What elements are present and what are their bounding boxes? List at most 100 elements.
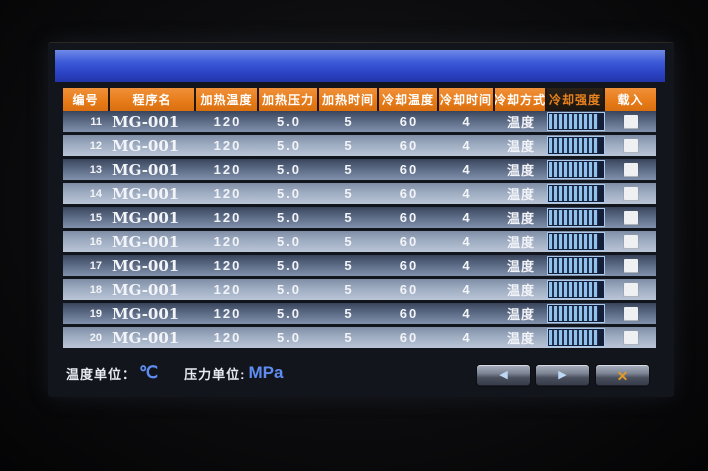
- header-cool-temp: 冷却温度: [379, 88, 439, 111]
- cooling-intensity-bar[interactable]: [547, 328, 605, 347]
- program-name: MG-001: [112, 328, 180, 347]
- page-next-button[interactable]: ▶: [535, 364, 590, 387]
- cool-time-value: 4: [462, 162, 472, 177]
- cool-time-value: 4: [462, 306, 472, 321]
- header-heat-pressure: 加热压力: [259, 88, 319, 111]
- load-checkbox[interactable]: [623, 114, 638, 129]
- load-checkbox[interactable]: [623, 186, 638, 201]
- heat-pressure-value: 5.0: [276, 210, 302, 225]
- cool-time-value: 4: [462, 234, 472, 249]
- row-number: 11: [90, 115, 102, 128]
- load-checkbox[interactable]: [623, 234, 638, 249]
- cool-mode-value: 温度: [506, 187, 535, 202]
- heat-temp-value: 120: [213, 138, 242, 153]
- cooling-intensity-fill: [549, 330, 598, 345]
- cool-temp-value: 60: [399, 234, 419, 249]
- header-cool-time: 冷却时间: [439, 88, 495, 111]
- cooling-intensity-fill: [549, 306, 598, 321]
- heat-time-value: 5: [344, 210, 354, 225]
- cooling-intensity-bar[interactable]: [547, 256, 605, 275]
- arrow-right-icon: ▶: [558, 369, 567, 381]
- load-checkbox[interactable]: [623, 138, 638, 153]
- heat-temp-value: 120: [213, 234, 242, 249]
- cool-time-value: 4: [462, 330, 472, 345]
- cooling-intensity-fill: [549, 234, 598, 249]
- table-row[interactable]: 17 MG-001 120 5.0 5 60 4 温度: [63, 255, 656, 276]
- row-number: 18: [89, 283, 102, 296]
- row-number: 17: [89, 259, 102, 272]
- cooling-intensity-fill: [549, 138, 598, 153]
- table-row[interactable]: 16 MG-001 120 5.0 5 60 4 温度: [63, 231, 656, 252]
- header-cool-mode: 冷却方式: [495, 88, 547, 111]
- row-number: 14: [89, 187, 102, 200]
- table-row[interactable]: 12 MG-001 120 5.0 5 60 4 温度: [63, 135, 656, 156]
- row-number: 12: [89, 139, 102, 152]
- table-row[interactable]: 11 MG-001 120 5.0 5 60 4 温度: [63, 111, 656, 132]
- table-row[interactable]: 14 MG-001 120 5.0 5 60 4 温度: [63, 183, 656, 204]
- row-number: 13: [89, 163, 102, 176]
- header-number: 编号: [63, 88, 110, 111]
- page-prev-button[interactable]: ◀: [476, 364, 531, 387]
- cool-time-value: 4: [462, 114, 472, 129]
- cooling-intensity-bar[interactable]: [547, 184, 605, 203]
- heat-time-value: 5: [344, 114, 354, 129]
- heat-pressure-value: 5.0: [276, 138, 302, 153]
- cooling-intensity-bar[interactable]: [547, 208, 605, 227]
- cool-mode-value: 温度: [506, 283, 535, 298]
- header-load: 载入: [605, 88, 656, 111]
- cool-mode-value: 温度: [506, 115, 535, 130]
- cool-temp-value: 60: [399, 282, 419, 297]
- heat-time-value: 5: [344, 162, 354, 177]
- header-heat-temp: 加热温度: [196, 88, 259, 111]
- pressure-unit-label: 压力单位:: [184, 366, 246, 382]
- temp-unit-value: ℃: [139, 363, 159, 382]
- heat-temp-value: 120: [213, 306, 242, 321]
- cool-temp-value: 60: [399, 210, 419, 225]
- program-name: MG-001: [112, 112, 180, 131]
- load-checkbox[interactable]: [623, 258, 638, 273]
- cooling-intensity-bar[interactable]: [547, 160, 605, 179]
- title-bar: [55, 50, 665, 82]
- cooling-intensity-fill: [549, 114, 598, 129]
- close-button[interactable]: ✕: [595, 364, 650, 387]
- heat-pressure-value: 5.0: [276, 114, 302, 129]
- cooling-intensity-bar[interactable]: [547, 280, 605, 299]
- cool-mode-value: 温度: [506, 307, 535, 322]
- heat-temp-value: 120: [213, 330, 242, 345]
- table-row[interactable]: 19 MG-001 120 5.0 5 60 4 温度: [63, 303, 656, 324]
- header-cool-intensity: 冷却强度: [547, 88, 605, 111]
- table-row[interactable]: 18 MG-001 120 5.0 5 60 4 温度: [63, 279, 656, 300]
- heat-pressure-value: 5.0: [276, 330, 302, 345]
- cooling-intensity-bar[interactable]: [547, 304, 605, 323]
- program-name: MG-001: [112, 136, 180, 155]
- load-checkbox[interactable]: [623, 330, 638, 345]
- heat-pressure-value: 5.0: [276, 162, 302, 177]
- load-checkbox[interactable]: [623, 282, 638, 297]
- cool-mode-value: 温度: [506, 163, 535, 178]
- cool-temp-value: 60: [399, 186, 419, 201]
- cool-temp-value: 60: [399, 330, 419, 345]
- program-name: MG-001: [112, 160, 180, 179]
- close-icon: ✕: [616, 367, 629, 384]
- load-checkbox[interactable]: [623, 162, 638, 177]
- cooling-intensity-bar[interactable]: [547, 136, 605, 155]
- load-checkbox[interactable]: [623, 210, 638, 225]
- temp-unit-label: 温度单位：: [66, 366, 137, 382]
- table-row[interactable]: 13 MG-001 120 5.0 5 60 4 温度: [63, 159, 656, 180]
- program-name: MG-001: [112, 256, 180, 275]
- cool-time-value: 4: [462, 210, 472, 225]
- table-header-row: 编号 程序名 加热温度 加热压力 加热时间 冷却温度 冷却时间 冷却方式 冷却强…: [63, 88, 656, 111]
- table-row[interactable]: 15 MG-001 120 5.0 5 60 4 温度: [63, 207, 656, 228]
- heat-time-value: 5: [344, 282, 354, 297]
- heat-time-value: 5: [344, 330, 354, 345]
- cool-mode-value: 温度: [506, 259, 535, 274]
- arrow-left-icon: ◀: [499, 369, 508, 381]
- cooling-intensity-bar[interactable]: [547, 112, 605, 131]
- program-name: MG-001: [112, 208, 180, 227]
- cooling-intensity-bar[interactable]: [547, 232, 605, 251]
- cool-mode-value: 温度: [506, 235, 535, 250]
- load-checkbox[interactable]: [623, 306, 638, 321]
- table-row[interactable]: 20 MG-001 120 5.0 5 60 4 温度: [63, 327, 656, 348]
- heat-temp-value: 120: [213, 162, 242, 177]
- cool-temp-value: 60: [399, 138, 419, 153]
